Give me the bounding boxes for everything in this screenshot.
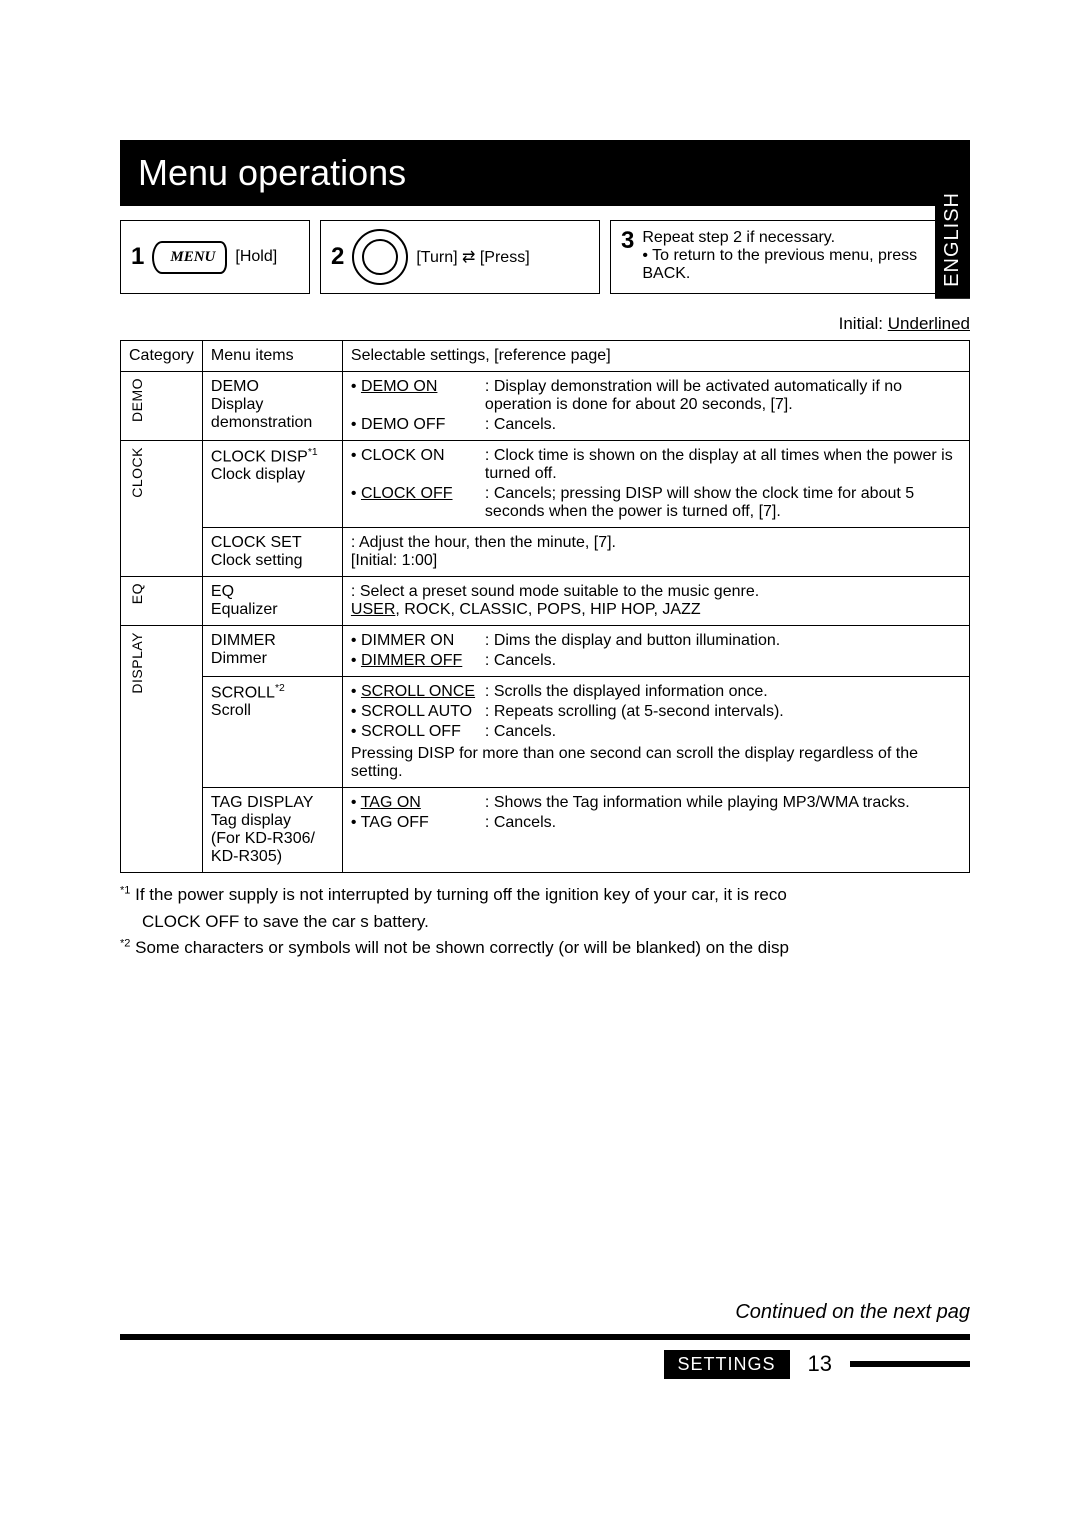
knob-icon [352,229,408,285]
settings-tag-display: TAG ON Shows the Tag information while p… [342,788,969,873]
hold-label: [Hold] [235,248,277,266]
step3-bullet: • To return to the previous menu, press … [642,247,959,283]
page-title: Menu operations [120,140,970,206]
col-category: Category [121,341,203,372]
item-dimmer: DIMMER Dimmer [202,626,342,677]
item-eq: EQ Equalizer [202,577,342,626]
step-3: 3 Repeat step 2 if necessary. • To retur… [610,220,970,294]
footer-rule [120,1334,970,1340]
step-2: 2 [Turn] ⇄ [Press] [320,220,600,294]
col-settings: Selectable settings, [reference page] [342,341,969,372]
turn-press-label: [Turn] ⇄ [Press] [416,247,529,267]
category-clock: CLOCK [121,441,203,577]
item-clock-disp: CLOCK DISP*1 Clock display [202,441,342,528]
category-eq: EQ [121,577,203,626]
initial-note: Initial: Underlined [120,314,970,334]
item-clock-set: CLOCK SET Clock setting [202,528,342,577]
menu-button-graphic: MENU [152,241,227,274]
settings-eq: : Select a preset sound mode suitable to… [342,577,969,626]
footer-settings-label: SETTINGS [664,1350,790,1379]
item-scroll: SCROLL*2 Scroll [202,677,342,788]
step-1: 1 MENU [Hold] [120,220,310,294]
continued-note: Continued on the next pag [120,1301,970,1324]
settings-clock-set: : Adjust the hour, then the minute, [7].… [342,528,969,577]
item-tag-display: TAG DISPLAY Tag display (For KD-R306/ KD… [202,788,342,873]
settings-clock-disp: CLOCK ON Clock time is shown on the disp… [342,441,969,528]
page-number: 13 [800,1351,840,1377]
footer-rule-right [850,1361,970,1367]
settings-dimmer: DIMMER ON Dims the display and button il… [342,626,969,677]
step-number: 2 [331,245,344,269]
steps-row: 1 MENU [Hold] 2 [Turn] ⇄ [Press] 3 Repea… [120,220,970,294]
language-tab: ENGLISH [935,180,970,299]
category-demo: DEMO [121,372,203,441]
category-display: DISPLAY [121,626,203,873]
item-demo: DEMO Display demonstration [202,372,342,441]
settings-scroll: SCROLL ONCE Scrolls the displayed inform… [342,677,969,788]
step3-line1: Repeat step 2 if necessary. [642,229,959,247]
settings-demo: DEMO ON Display demonstration will be ac… [342,372,969,441]
footnotes: *1 If the power supply is not interrupte… [120,883,970,961]
col-menu-items: Menu items [202,341,342,372]
page-footer: SETTINGS 13 [120,1350,970,1379]
step-number: 3 [621,229,634,253]
step-number: 1 [131,245,144,269]
menu-table: Category Menu items Selectable settings,… [120,340,970,873]
